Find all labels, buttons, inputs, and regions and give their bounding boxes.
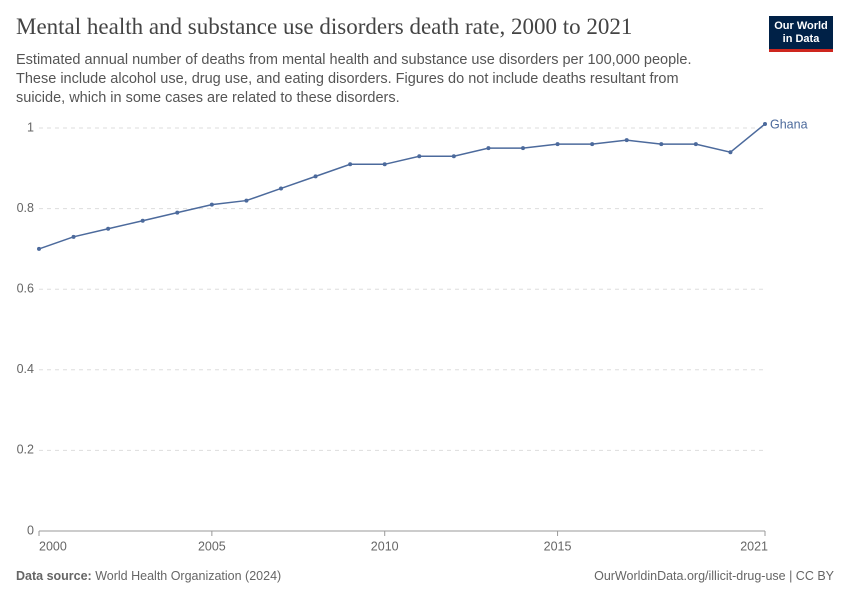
- x-tick-label: 2015: [544, 539, 572, 553]
- point: [763, 122, 767, 126]
- source-text: World Health Organization (2024): [95, 569, 282, 583]
- y-tick-label: 0.4: [17, 362, 34, 376]
- x-tick-label: 2021: [740, 539, 768, 553]
- point: [417, 154, 422, 159]
- x-tick-label: 2005: [198, 539, 226, 553]
- url[interactable]: OurWorldinData.org/illicit-drug-use | CC…: [594, 569, 834, 583]
- x-tick-label: 2000: [39, 539, 67, 553]
- logo[interactable]: Our World in Data: [769, 16, 833, 52]
- point: [693, 142, 698, 147]
- point: [313, 174, 318, 179]
- point: [728, 150, 733, 155]
- point: [175, 210, 180, 215]
- legend-label: Ghana: [770, 117, 808, 131]
- point: [348, 162, 353, 167]
- point: [590, 142, 595, 147]
- point: [451, 154, 456, 159]
- point: [37, 246, 41, 251]
- point: [71, 234, 76, 239]
- point: [382, 162, 387, 167]
- point: [486, 146, 491, 151]
- y-tick-label: 0.2: [17, 443, 34, 457]
- y-tick-label: 0.6: [17, 282, 34, 296]
- point: [659, 142, 664, 147]
- chart-title: Mental health and substance use disorder…: [16, 14, 633, 39]
- logo-text: in Data: [782, 33, 820, 45]
- point: [279, 186, 283, 191]
- y-tick-label: 1: [27, 120, 34, 134]
- point: [209, 202, 214, 207]
- y-tick-label: 0.8: [17, 201, 34, 215]
- y-tick-label: 0: [27, 523, 34, 537]
- x-tick-label: 2010: [371, 539, 399, 553]
- point: [106, 226, 111, 231]
- line: [38, 123, 766, 250]
- point: [140, 218, 145, 223]
- point: [555, 142, 560, 147]
- point: [244, 198, 249, 203]
- point: [624, 138, 629, 143]
- source-label: Data source:: [16, 569, 92, 583]
- logo-text: Our World: [774, 20, 828, 32]
- point: [521, 146, 525, 151]
- chart-subtitle: Estimated annual number of deaths from m…: [16, 52, 692, 106]
- source: Data source: World Health Organization (…: [16, 569, 281, 583]
